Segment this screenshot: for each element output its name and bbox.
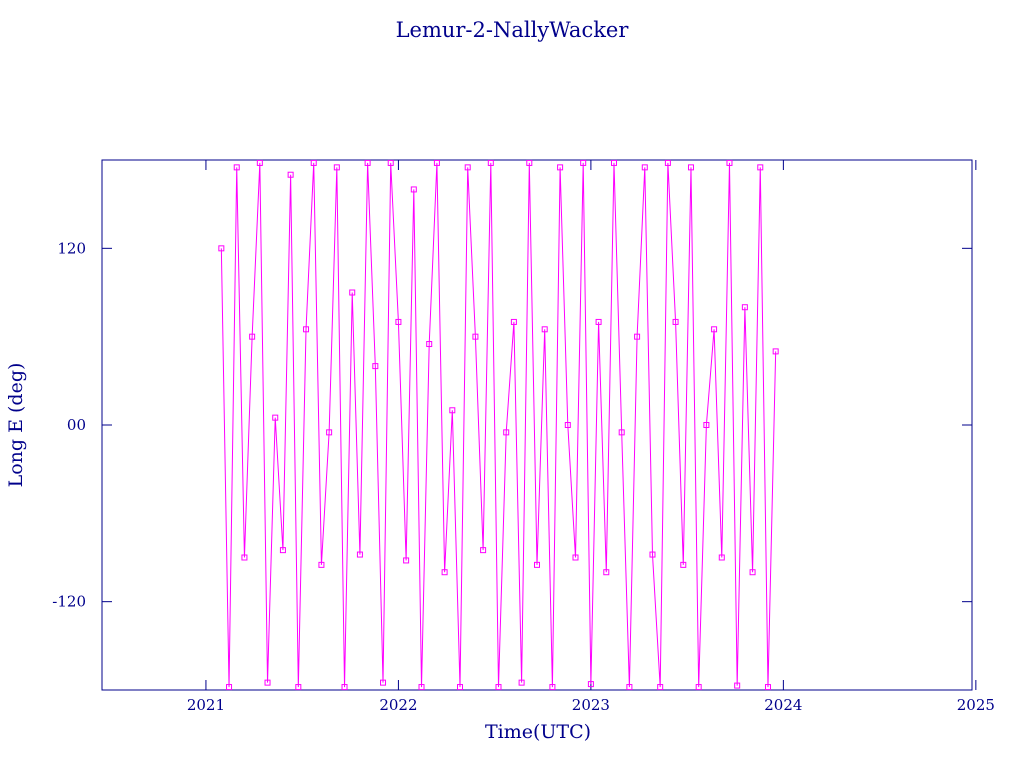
point-marker	[711, 326, 718, 333]
point-marker	[626, 684, 633, 691]
point-marker	[534, 561, 540, 568]
point-marker	[410, 186, 417, 193]
point-marker	[495, 684, 502, 691]
point-marker	[356, 551, 363, 558]
point-marker	[403, 557, 410, 564]
point-marker	[734, 682, 741, 689]
point-marker	[341, 684, 348, 691]
point-marker	[349, 289, 356, 296]
point-marker	[718, 554, 725, 561]
point-marker	[680, 561, 687, 568]
point-marker	[580, 159, 587, 166]
point-marker	[749, 569, 756, 576]
y-tick-label: 00	[67, 416, 86, 434]
point-marker	[264, 679, 271, 686]
point-marker	[480, 547, 487, 554]
point-marker	[233, 164, 240, 171]
point-marker	[510, 318, 517, 325]
point-marker	[333, 164, 340, 171]
point-marker	[695, 684, 702, 691]
point-marker	[726, 159, 733, 166]
point-marker	[503, 429, 510, 436]
point-marker	[249, 333, 256, 340]
point-marker	[764, 684, 771, 691]
point-marker	[256, 159, 263, 166]
point-marker	[279, 547, 286, 554]
point-marker	[564, 422, 571, 428]
point-marker	[295, 684, 302, 691]
point-marker	[218, 245, 225, 252]
x-tick-label: 2022	[379, 696, 417, 714]
point-marker	[557, 164, 564, 171]
point-marker	[464, 164, 471, 171]
point-marker	[426, 341, 433, 348]
point-marker	[687, 164, 694, 171]
point-marker	[610, 159, 617, 166]
point-marker	[595, 318, 602, 325]
point-marker	[449, 407, 456, 414]
point-marker	[226, 684, 233, 691]
point-marker	[664, 159, 671, 166]
point-marker	[672, 318, 679, 325]
y-tick-label: -120	[52, 593, 86, 611]
point-marker	[418, 684, 425, 691]
point-marker	[572, 554, 579, 561]
point-marker	[541, 326, 548, 333]
point-marker	[318, 561, 325, 568]
point-marker	[326, 429, 333, 436]
point-marker	[741, 304, 748, 311]
point-marker	[634, 333, 641, 340]
point-marker	[757, 164, 764, 171]
x-tick-label: 2024	[764, 696, 802, 714]
point-marker	[287, 171, 294, 178]
point-marker	[772, 348, 779, 355]
y-tick-label: 120	[57, 239, 86, 257]
point-marker	[457, 684, 464, 691]
point-marker	[433, 159, 440, 166]
point-marker	[618, 429, 625, 436]
point-marker	[364, 159, 371, 166]
point-marker	[657, 684, 664, 691]
y-axis-label: Long E (deg)	[5, 363, 27, 488]
series-line	[220, 162, 777, 688]
point-marker	[703, 422, 710, 428]
point-marker	[549, 684, 556, 691]
point-marker	[241, 554, 248, 561]
x-tick-label: 2023	[572, 696, 610, 714]
point-marker	[641, 164, 648, 171]
point-marker	[472, 333, 479, 340]
point-marker	[380, 679, 387, 686]
point-marker	[387, 159, 394, 166]
chart-title: Lemur-2-NallyWacker	[396, 18, 630, 42]
point-marker	[441, 569, 448, 576]
x-tick-label: 2025	[957, 696, 995, 714]
point-marker	[395, 318, 402, 325]
x-tick-label: 2021	[187, 696, 225, 714]
point-marker	[310, 159, 317, 166]
point-marker	[518, 679, 525, 686]
point-marker	[526, 159, 533, 166]
point-marker	[303, 326, 310, 333]
point-marker	[272, 414, 279, 421]
point-marker	[487, 159, 494, 166]
x-axis-label: Time(UTC)	[485, 721, 591, 743]
point-marker	[372, 363, 379, 370]
point-marker	[649, 551, 656, 558]
point-marker	[587, 681, 594, 688]
point-marker	[603, 569, 610, 576]
